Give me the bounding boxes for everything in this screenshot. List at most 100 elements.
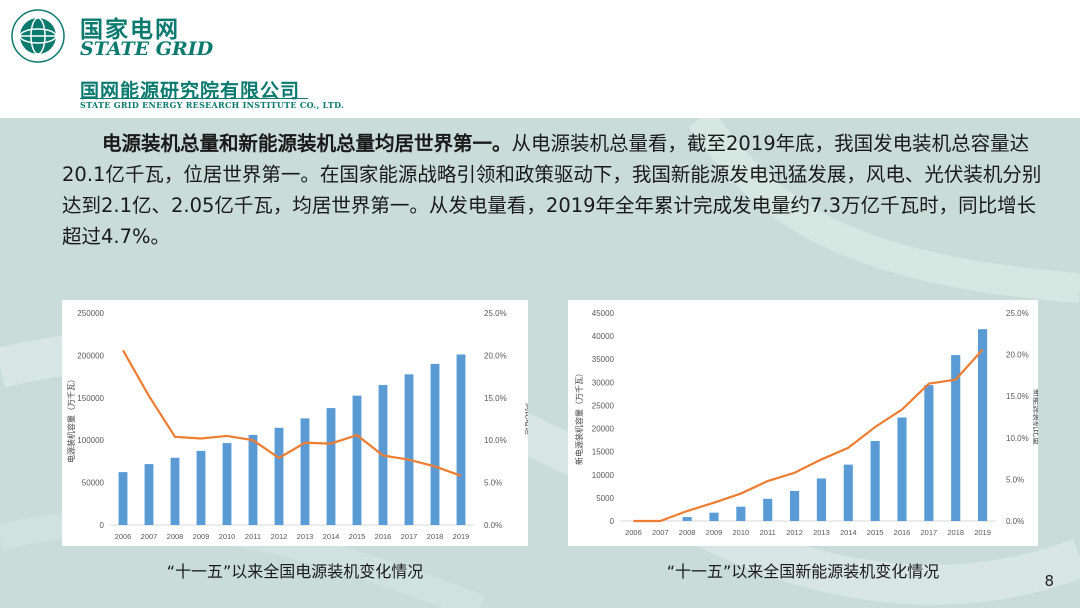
y-tick-label: 35000: [592, 355, 615, 364]
bar: [816, 478, 826, 521]
y2-tick-label: 10.0%: [484, 436, 507, 445]
y-axis-title: 电源装机容量（万千瓦）: [66, 375, 76, 463]
y-tick-label: 30000: [592, 378, 615, 387]
bar: [326, 408, 336, 525]
chart-panel-total-capacity: 0 50000 100000 150000 200000 250000 0.0% 5.0% 10…: [62, 300, 528, 546]
bar: [978, 329, 988, 521]
bar: [456, 354, 466, 525]
y2-axis-title: 同比增速: [524, 403, 528, 435]
line-series: [633, 348, 984, 523]
y-tick-label: 15000: [592, 448, 615, 457]
x-tick-label: 2018: [427, 532, 444, 541]
bar: [170, 457, 180, 525]
bar: [144, 464, 154, 525]
y-tick-label: 10000: [592, 471, 615, 480]
bar: [763, 498, 773, 521]
bar: [430, 363, 440, 525]
x-tick-label: 2019: [974, 528, 991, 537]
y-tick-label: 50000: [82, 479, 105, 488]
y-tick-label: 200000: [77, 351, 104, 360]
x-tick-label: 2013: [297, 532, 314, 541]
x-tick-label: 2009: [193, 532, 210, 541]
y2-tick-label: 10.0%: [1006, 434, 1029, 443]
bar: [843, 464, 853, 521]
x-tick-label: 2018: [947, 528, 964, 537]
x-tick-label: 2007: [652, 528, 669, 537]
x-tick-label: 2015: [867, 528, 884, 537]
summary-lead: 电源装机总量和新能源装机总量均居世界第一。: [102, 132, 512, 155]
y-tick-label: 25000: [592, 401, 615, 410]
y-tick-label: 150000: [77, 394, 104, 403]
y2-tick-label: 15.0%: [1006, 392, 1029, 401]
state-grid-logo-icon: [11, 9, 65, 63]
x-tick-label: 2008: [679, 528, 696, 537]
y-tick-label: 0: [100, 521, 105, 530]
y2-axis-title: 新能源装机比重: [1032, 389, 1038, 445]
x-tick-label: 2019: [453, 532, 470, 541]
bar: [790, 490, 800, 521]
x-tick-label: 2017: [921, 528, 938, 537]
logo-en-text: STATE GRID: [80, 38, 214, 60]
x-tick-label: 2006: [115, 532, 132, 541]
y2-tick-label: 25.0%: [484, 309, 507, 318]
chart-total-capacity: 0 50000 100000 150000 200000 250000 0.0% 5.0% 10…: [66, 309, 528, 541]
bar: [248, 434, 258, 525]
x-tick-label: 2009: [706, 528, 723, 537]
x-tick-label: 2015: [349, 532, 366, 541]
bar: [682, 517, 692, 521]
line-series: [122, 349, 462, 477]
bar: [709, 512, 719, 521]
y-tick-label: 250000: [77, 309, 104, 318]
x-tick-label: 2014: [840, 528, 857, 537]
institute-cn-text: 国网能源研究院有限公司: [80, 80, 301, 102]
x-tick-label: 2011: [245, 532, 261, 541]
bar: [196, 450, 206, 525]
bar: [870, 441, 880, 521]
y-axis-title: 新电源装机容量（万千瓦）: [574, 369, 584, 465]
bar: [222, 443, 232, 525]
y2-tick-label: 0.0%: [1006, 517, 1024, 526]
caption-right: “十一五”以来全国新能源装机变化情况: [666, 562, 940, 581]
y-tick-label: 40000: [592, 332, 615, 341]
bar: [300, 418, 310, 525]
summary-paragraph: 电源装机总量和新能源装机总量均居世界第一。从电源装机总量看，截至2019年底，我…: [62, 128, 1042, 252]
caption-left: “十一五”以来全国电源装机变化情况: [166, 562, 424, 581]
bar: [951, 355, 961, 521]
x-tick-label: 2017: [401, 532, 418, 541]
x-tick-label: 2013: [813, 528, 830, 537]
x-tick-label: 2014: [323, 532, 340, 541]
x-tick-label: 2010: [733, 528, 750, 537]
y-tick-label: 45000: [592, 309, 615, 318]
bar: [352, 395, 362, 525]
chart-panel-new-energy: 0 5000 10000 15000 20000 25000 30000 35000 40000…: [568, 300, 1038, 546]
x-tick-label: 2010: [219, 532, 236, 541]
header: 国家电网 STATE GRID 国网能源研究院有限公司 STATE GRID E…: [0, 0, 1080, 118]
logo-cn-text: 国家电网: [80, 17, 180, 43]
y2-tick-label: 25.0%: [1006, 309, 1029, 318]
y2-tick-label: 5.0%: [1006, 475, 1024, 484]
y2-tick-label: 0.0%: [484, 521, 502, 530]
bar: [736, 506, 746, 521]
institute-en-text: STATE GRID ENERGY RESEARCH INSTITUTE CO.…: [80, 100, 345, 110]
y-tick-label: 0: [610, 517, 615, 526]
x-tick-label: 2006: [625, 528, 642, 537]
y-tick-label: 100000: [77, 436, 104, 445]
bar: [274, 427, 284, 525]
bar: [924, 385, 934, 521]
x-tick-label: 2016: [894, 528, 911, 537]
chart-new-energy: 0 5000 10000 15000 20000 25000 30000 35000 40000…: [574, 309, 1038, 537]
x-tick-label: 2012: [271, 532, 288, 541]
y2-tick-label: 20.0%: [484, 351, 507, 360]
bar: [118, 472, 128, 525]
y2-tick-label: 20.0%: [1006, 351, 1029, 360]
y-tick-label: 20000: [592, 425, 615, 434]
y-tick-label: 5000: [596, 494, 614, 503]
bar: [404, 374, 414, 525]
y2-tick-label: 5.0%: [484, 479, 502, 488]
x-tick-label: 2007: [141, 532, 158, 541]
x-tick-label: 2008: [167, 532, 184, 541]
y2-tick-label: 15.0%: [484, 394, 507, 403]
x-tick-label: 2016: [375, 532, 392, 541]
x-tick-label: 2011: [760, 528, 776, 537]
institute-divider: [80, 98, 308, 99]
